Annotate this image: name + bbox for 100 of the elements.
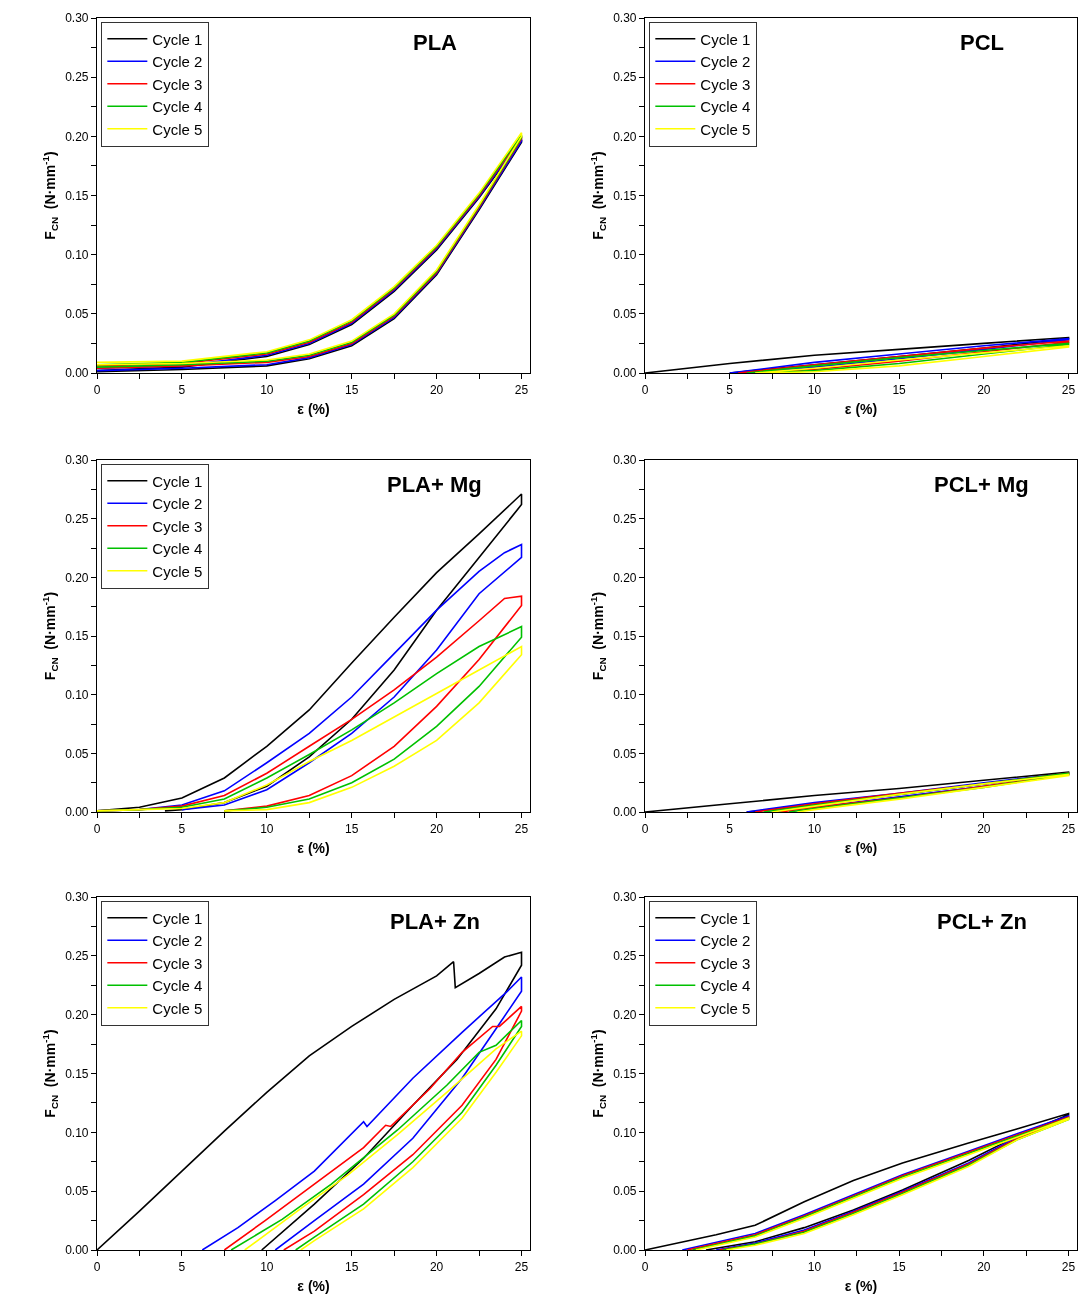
x-tick-label: 25 [1061, 382, 1076, 397]
legend-label: Cycle 5 [152, 120, 203, 138]
x-tick-label: 0 [641, 382, 649, 397]
y-tick-label: 0.15 [65, 629, 89, 644]
legend-label: Cycle 2 [152, 53, 203, 71]
legend-label: Cycle 3 [152, 517, 203, 535]
x-tick-label: 15 [892, 382, 907, 397]
y-tick-label: 0.20 [65, 1007, 89, 1022]
legend-label: Cycle 5 [700, 999, 751, 1017]
y-tick-label: 0.10 [613, 687, 637, 702]
y-tick-label: 0.20 [65, 129, 89, 144]
y-tick-label: 0.30 [65, 890, 89, 905]
y-tick-label: 0.05 [613, 746, 637, 761]
x-tick-label: 20 [977, 382, 991, 397]
x-axis-title: ε (%) [844, 1277, 878, 1294]
y-tick-label: 0.25 [65, 70, 89, 85]
y-tick-label: 0.30 [65, 453, 89, 468]
legend-label: Cycle 4 [152, 98, 203, 116]
x-tick-label: 0 [93, 1259, 101, 1274]
y-tick-label: 0.00 [613, 366, 637, 381]
legend-label: Cycle 1 [152, 472, 203, 490]
legend-label: Cycle 2 [700, 932, 751, 950]
y-tick-label: 0.05 [65, 746, 89, 761]
y-tick-label: 0.15 [613, 188, 637, 203]
annotation: PLA+ Mg [387, 472, 482, 497]
legend-label: Cycle 4 [700, 977, 751, 995]
y-tick-label: 0.25 [613, 70, 637, 85]
legend-label: Cycle 2 [152, 932, 203, 950]
x-tick-label: 5 [178, 821, 186, 836]
x-tick-label: 25 [514, 821, 529, 836]
y-tick-label: 0.10 [65, 1125, 89, 1140]
x-tick-label: 5 [726, 382, 734, 397]
x-tick-label: 25 [1061, 1259, 1076, 1274]
y-tick-label: 0.00 [613, 1243, 637, 1258]
y-tick-label: 0.20 [613, 1007, 637, 1022]
y-tick-label: 0.00 [65, 366, 89, 381]
y-tick-label: 0.10 [65, 687, 89, 702]
y-tick-label: 0.10 [613, 1125, 637, 1140]
legend-label: Cycle 3 [700, 954, 751, 972]
x-tick-label: 20 [977, 1259, 991, 1274]
x-axis-title: ε (%) [297, 400, 330, 417]
legend-label: Cycle 1 [152, 30, 203, 48]
y-tick-label: 0.25 [65, 511, 89, 526]
legend-label: Cycle 1 [700, 909, 751, 927]
y-tick-label: 0.25 [613, 511, 637, 526]
y-tick-label: 0.00 [65, 805, 89, 820]
x-axis-title: ε (%) [844, 400, 878, 417]
x-tick-label: 0 [93, 821, 101, 836]
x-tick-label: 20 [429, 821, 444, 836]
y-tick-label: 0.05 [65, 307, 89, 322]
x-axis-title: ε (%) [297, 839, 330, 856]
annotation: PCL [960, 30, 1004, 55]
y-tick-label: 0.05 [613, 307, 637, 322]
legend-label: Cycle 2 [152, 495, 203, 513]
legend-label: Cycle 5 [700, 120, 751, 138]
legend-label: Cycle 3 [700, 75, 751, 93]
x-tick-label: 5 [726, 1259, 734, 1274]
y-tick-label: 0.30 [613, 11, 637, 26]
y-tick-label: 0.20 [613, 570, 637, 585]
line-series [201, 976, 523, 1250]
x-tick-label: 0 [641, 1259, 649, 1274]
legend-label: Cycle 1 [152, 909, 203, 927]
x-tick-label: 0 [641, 821, 649, 836]
legend-label: Cycle 5 [152, 562, 203, 580]
y-tick-label: 0.10 [613, 247, 637, 262]
x-tick-label: 10 [260, 821, 274, 836]
x-tick-label: 10 [260, 1259, 274, 1274]
x-tick-label: 25 [514, 382, 529, 397]
x-tick-label: 20 [429, 382, 444, 397]
legend-label: Cycle 3 [152, 954, 203, 972]
x-axis-title: ε (%) [844, 839, 878, 856]
y-tick-label: 0.20 [65, 570, 89, 585]
y-tick-label: 0.25 [613, 949, 637, 964]
x-tick-label: 10 [807, 1259, 822, 1274]
y-tick-label: 0.00 [65, 1243, 89, 1258]
annotation: PCL+ Zn [937, 909, 1027, 934]
annotation: PLA+ Zn [390, 909, 480, 934]
x-tick-label: 15 [345, 821, 359, 836]
y-tick-label: 0.20 [613, 129, 637, 144]
x-tick-label: 15 [345, 1259, 359, 1274]
x-tick-label: 5 [726, 821, 734, 836]
x-tick-label: 10 [260, 382, 274, 397]
x-tick-label: 15 [892, 1259, 907, 1274]
x-axis-title: ε (%) [297, 1277, 330, 1294]
x-tick-label: 15 [345, 382, 359, 397]
legend-label: Cycle 4 [152, 540, 203, 558]
y-tick-label: 0.15 [613, 1066, 637, 1081]
y-tick-label: 0.10 [65, 247, 89, 262]
y-tick-label: 0.30 [613, 890, 637, 905]
legend-label: Cycle 5 [152, 999, 203, 1017]
legend-label: Cycle 2 [700, 53, 751, 71]
x-tick-label: 5 [178, 1259, 186, 1274]
y-tick-label: 0.25 [65, 949, 89, 964]
legend-label: Cycle 1 [700, 30, 751, 48]
y-tick-label: 0.15 [613, 629, 637, 644]
y-tick-label: 0.30 [613, 453, 637, 468]
y-tick-label: 0.00 [613, 805, 637, 820]
y-tick-label: 0.15 [65, 188, 89, 203]
annotation: PCL+ Mg [934, 472, 1029, 497]
legend-label: Cycle 4 [152, 977, 203, 995]
